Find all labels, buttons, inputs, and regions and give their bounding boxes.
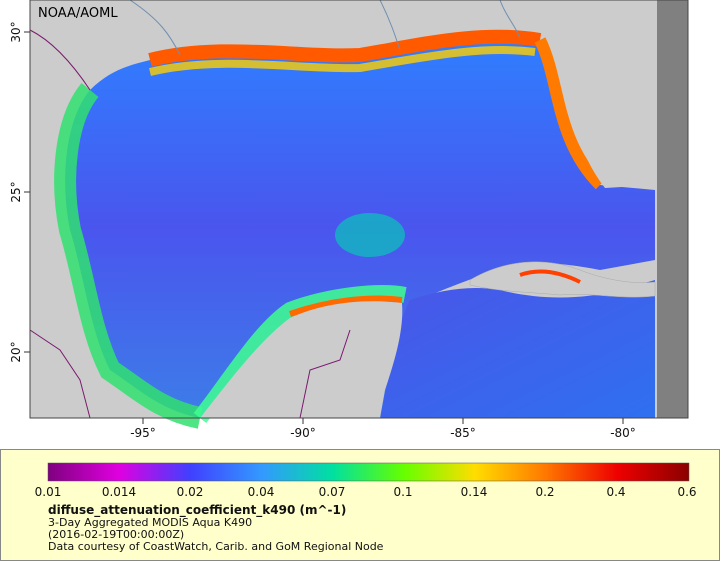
river-1 (129, 0, 181, 56)
river-3 (499, 0, 521, 39)
credit-label: NOAA/AOML (38, 6, 118, 21)
colorbar-tick-label: 0.2 (535, 485, 555, 499)
lat-tick-label: 25° (9, 181, 23, 202)
guatemala-border (299, 329, 351, 419)
colorbar-tick-label: 0.6 (677, 485, 697, 499)
yucatan-land (200, 301, 403, 418)
colorbar-tick-label: 0.04 (247, 485, 275, 499)
legend-line-3: Data courtesy of CoastWatch, Carib. and … (48, 540, 384, 553)
legend-title: diffuse_attenuation_coefficient_k490 (m^… (48, 503, 347, 517)
lon-tick-label: -90° (290, 426, 316, 440)
lon-tick-label: -80° (610, 426, 636, 440)
colorbar-tick-label: 0.01 (34, 485, 62, 499)
florida-coast-band (534, 37, 605, 190)
lon-tick-marks (142, 418, 624, 424)
north-coast-band (148, 29, 542, 67)
north-coast-band-inner (149, 46, 536, 76)
mexico-coast-band (54, 82, 203, 429)
yucatan-band (289, 295, 403, 317)
caribbean-water (380, 280, 655, 418)
lon-tick-label: -85° (450, 426, 476, 440)
nodata-top-strip (590, 0, 657, 40)
lon-tick-label: -95° (130, 426, 156, 440)
lat-tick-label: 20° (9, 341, 23, 362)
lat-tick-marks (24, 31, 30, 353)
colorbar-tick-label: 0.014 (101, 485, 137, 499)
colorbar-tick-label: 0.07 (318, 485, 346, 499)
river-2 (379, 0, 401, 51)
florida-land (555, 40, 655, 188)
central-america-border (29, 329, 91, 419)
lat-tick-label: 30° (9, 21, 23, 42)
colorbar-tick-label: 0.02 (176, 485, 204, 499)
legend-line-2: (2016-02-19T00:00:00Z) (48, 528, 185, 541)
central-teal-patch (335, 213, 405, 257)
cuba-land (469, 261, 656, 298)
campeche-band (193, 285, 407, 423)
colorbar-tick-label: 0.1 (393, 485, 413, 499)
colorbar-tick-label: 0.4 (606, 485, 626, 499)
colorbar-tick-label: 0.14 (460, 485, 488, 499)
cuba-coast-band (519, 269, 581, 284)
legend-line-1: 3-Day Aggregated MODIS Aqua K490 (48, 516, 253, 529)
nodata-strip (657, 0, 688, 418)
map-area (29, 0, 689, 429)
us-mexico-border (29, 29, 91, 91)
map-frame (29, 0, 689, 419)
